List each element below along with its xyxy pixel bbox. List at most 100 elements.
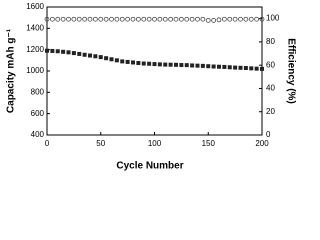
efficiency-point xyxy=(87,16,93,22)
y2-tick-label: 60 xyxy=(266,60,275,69)
efficiency-point xyxy=(221,16,227,22)
efficiency-point xyxy=(103,16,109,22)
y2-tick-label: 100 xyxy=(266,14,280,23)
efficiency-point xyxy=(162,16,168,22)
capacity-point xyxy=(152,62,157,67)
capacity-point xyxy=(195,63,200,68)
efficiency-point xyxy=(168,16,174,22)
efficiency-point xyxy=(119,16,125,22)
capacity-point xyxy=(125,59,130,64)
efficiency-point xyxy=(248,16,254,22)
capacity-point xyxy=(50,48,55,53)
efficiency-point xyxy=(114,16,120,22)
efficiency-point xyxy=(92,16,98,22)
y2-tick-label: 40 xyxy=(266,84,275,93)
efficiency-point xyxy=(205,17,211,23)
capacity-point xyxy=(238,65,243,70)
capacity-point xyxy=(254,66,259,71)
x-tick-label: 0 xyxy=(45,139,50,148)
capacity-point xyxy=(88,53,92,58)
capacity-point xyxy=(109,57,114,62)
efficiency-point xyxy=(216,17,222,23)
capacity-point xyxy=(45,48,49,53)
efficiency-point xyxy=(254,16,260,22)
efficiency-point xyxy=(130,16,136,22)
efficiency-point xyxy=(211,17,217,23)
y-tick-label: 800 xyxy=(31,87,45,96)
efficiency-point xyxy=(189,16,195,22)
capacity-point xyxy=(249,66,254,71)
efficiency-point xyxy=(135,16,141,22)
efficiency-point xyxy=(98,16,104,22)
capacity-point xyxy=(211,64,216,69)
efficiency-point xyxy=(82,16,88,22)
capacity-point xyxy=(147,61,152,66)
y-tick-label: 600 xyxy=(31,109,45,118)
y-tick-label: 1400 xyxy=(26,23,44,32)
efficiency-point xyxy=(44,16,50,22)
y-tick-label: 400 xyxy=(31,130,45,139)
y-tick-label: 1000 xyxy=(26,66,44,75)
capacity-point xyxy=(61,49,66,54)
capacity-point xyxy=(98,55,103,60)
x-tick-label: 150 xyxy=(202,139,216,148)
capacity-point xyxy=(141,61,146,66)
y2-tick-label: 20 xyxy=(266,107,275,116)
capacity-point xyxy=(174,62,178,67)
capacity-point xyxy=(163,62,168,67)
capacity-point xyxy=(227,65,232,70)
efficiency-point xyxy=(178,16,184,22)
capacity-point xyxy=(260,66,264,71)
efficiency-point xyxy=(232,16,238,22)
efficiency-point xyxy=(60,16,66,22)
y2-axis-label: Efficiency (%) xyxy=(285,38,296,104)
chart: Cycle Number Capacity mAh g⁻¹ Efficiency… xyxy=(6,2,297,172)
capacity-point xyxy=(179,63,184,68)
y2-tick-label: 0 xyxy=(266,130,271,139)
efficiency-point xyxy=(173,16,179,22)
capacity-point xyxy=(104,56,109,61)
efficiency-point xyxy=(259,16,265,22)
capacity-point xyxy=(120,59,125,64)
capacity-point xyxy=(200,63,205,68)
capacity-point xyxy=(55,49,60,54)
efficiency-point xyxy=(238,16,243,22)
x-axis-label: Cycle Number xyxy=(116,161,183,172)
capacity-point xyxy=(131,60,135,65)
efficiency-point xyxy=(71,16,77,22)
capacity-point xyxy=(233,65,238,70)
efficiency-point xyxy=(125,16,131,22)
capacity-point xyxy=(66,50,71,55)
efficiency-point xyxy=(55,16,61,22)
capacity-point xyxy=(184,63,189,68)
capacity-point xyxy=(206,64,211,69)
capacity-point xyxy=(71,51,76,56)
capacity-point xyxy=(93,54,98,59)
capacity-point xyxy=(157,62,162,67)
capacity-point xyxy=(114,58,119,63)
capacity-point xyxy=(168,62,173,67)
capacity-point xyxy=(222,64,227,69)
efficiency-point xyxy=(109,16,114,22)
efficiency-point xyxy=(66,16,71,22)
capacity-point xyxy=(243,66,248,71)
capacity-point xyxy=(136,61,141,65)
x-tick-label: 200 xyxy=(255,139,269,148)
efficiency-point xyxy=(195,16,200,22)
efficiency-point xyxy=(200,16,206,22)
efficiency-point xyxy=(152,16,157,22)
efficiency-point xyxy=(157,16,163,22)
plot-frame xyxy=(46,6,263,136)
capacity-point xyxy=(77,51,82,56)
efficiency-point xyxy=(49,16,55,22)
x-tick-label: 100 xyxy=(148,139,162,148)
capacity-point xyxy=(82,52,87,57)
capacity-point xyxy=(190,63,195,68)
efficiency-point xyxy=(76,16,82,22)
efficiency-point xyxy=(141,16,147,22)
efficiency-point xyxy=(146,16,152,22)
y-axis-label: Capacity mAh g⁻¹ xyxy=(6,28,17,113)
y-tick-label: 1600 xyxy=(26,2,44,11)
y2-tick-label: 80 xyxy=(266,37,275,46)
y-tick-label: 1200 xyxy=(26,45,44,54)
